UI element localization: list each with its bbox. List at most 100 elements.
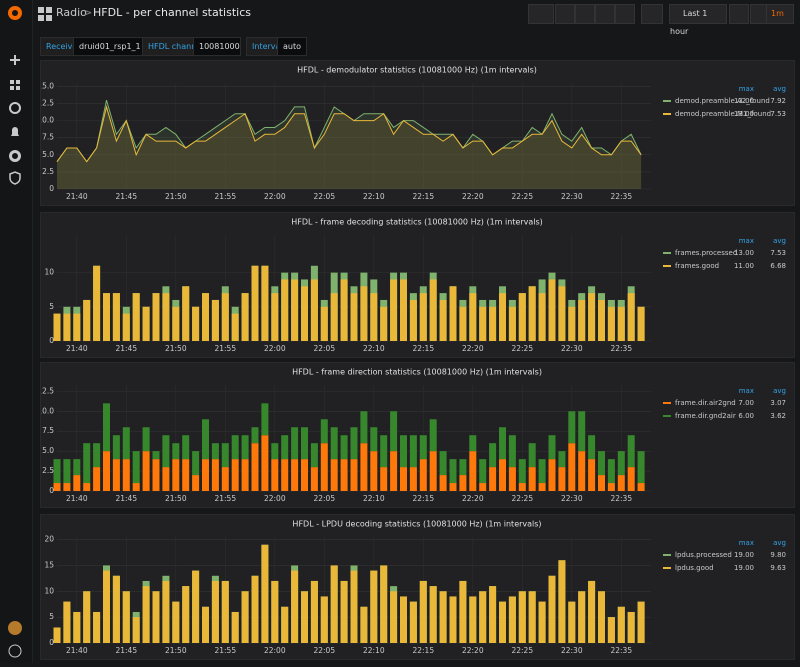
star-button[interactable] <box>555 4 575 24</box>
time-picker[interactable]: Last 1 hour <box>669 4 727 36</box>
bar <box>301 427 308 460</box>
config-icon[interactable] <box>9 150 21 162</box>
y-tick-label: 5.0 <box>42 150 54 159</box>
x-tick-label: 22:00 <box>264 494 286 503</box>
bar <box>380 565 388 643</box>
legend-label: frames.good <box>675 262 719 270</box>
bar <box>350 293 358 341</box>
y-tick-label: 15 <box>44 560 54 569</box>
variable-value[interactable]: druid01_rsp1_1 <box>73 37 143 56</box>
bar <box>310 467 318 491</box>
bar <box>281 606 289 643</box>
bar <box>83 443 91 484</box>
y-tick-label: 5 <box>49 302 54 311</box>
bar <box>380 306 388 341</box>
refresh-interval[interactable]: 1m <box>766 4 794 24</box>
x-tick-label: 21:50 <box>165 646 187 655</box>
y-tick-label: 12.5 <box>41 386 54 395</box>
dashboard-title[interactable]: HFDL - per channel statistics <box>93 6 251 19</box>
bar <box>261 403 269 436</box>
x-tick-label: 21:40 <box>66 192 88 201</box>
bar <box>400 279 407 341</box>
bar <box>558 451 566 468</box>
bar <box>241 435 249 460</box>
bar <box>73 475 81 491</box>
legend-header: avg <box>773 387 786 395</box>
x-tick-label: 21:50 <box>165 494 187 503</box>
y-tick-label: 5.0 <box>42 446 54 455</box>
bar <box>241 591 249 643</box>
bar <box>103 570 110 643</box>
x-tick-label: 22:10 <box>363 494 385 503</box>
bar <box>132 483 140 491</box>
bar <box>231 313 239 341</box>
area <box>57 106 642 189</box>
legend-label: lpdus.good <box>675 564 714 572</box>
bar <box>409 467 417 491</box>
bar <box>617 475 625 491</box>
legend-max: 13.00 <box>734 97 754 105</box>
legend-max: 19.00 <box>734 564 754 572</box>
y-tick-label: 7.5 <box>42 426 54 435</box>
panel-chart: HFDL - demodulator statistics (10081000 … <box>37 66 786 202</box>
bar <box>122 459 130 491</box>
bar <box>63 601 71 643</box>
avatar[interactable] <box>8 621 22 635</box>
bar <box>132 617 140 643</box>
bar <box>449 596 457 643</box>
bar <box>568 411 576 444</box>
bar <box>588 435 596 460</box>
bar <box>73 611 81 643</box>
x-tick-label: 22:20 <box>462 192 484 201</box>
panel-title: HFDL - LPDU decoding statistics (1008100… <box>292 520 541 529</box>
bar <box>83 591 91 643</box>
bar <box>459 580 467 643</box>
bar <box>518 483 526 491</box>
bar <box>479 483 487 491</box>
bar <box>221 293 229 341</box>
help-icon[interactable] <box>8 644 22 658</box>
line <box>56 104 642 163</box>
explore-icon[interactable] <box>9 102 21 114</box>
x-tick-label: 22:20 <box>462 494 484 503</box>
variable-value[interactable]: 10081000 <box>193 37 241 56</box>
legend-header: max <box>739 85 754 93</box>
x-tick-label: 22:25 <box>511 494 533 503</box>
variable-value[interactable]: auto <box>277 37 307 56</box>
y-tick-label: 12.5 <box>41 99 54 108</box>
bar <box>83 299 91 341</box>
bar <box>231 435 239 460</box>
x-tick-label: 22:10 <box>363 646 385 655</box>
bar <box>508 467 516 491</box>
bar <box>598 475 605 491</box>
bar <box>370 427 378 452</box>
shield-icon[interactable] <box>9 171 21 185</box>
settings-button[interactable] <box>615 4 635 24</box>
y-tick-label: 0 <box>49 336 54 345</box>
bar <box>172 443 180 460</box>
zoom-out-button[interactable] <box>729 4 749 24</box>
breadcrumb-folder[interactable]: Radio <box>56 6 87 19</box>
add-panel-button[interactable] <box>528 4 554 24</box>
share-button[interactable] <box>575 4 595 24</box>
bar <box>301 591 308 643</box>
bar <box>449 483 457 491</box>
bar <box>340 459 348 491</box>
dashboards-icon[interactable] <box>10 80 20 90</box>
tv-button[interactable] <box>641 4 663 24</box>
alert-icon[interactable] <box>11 127 19 136</box>
bar <box>528 443 536 468</box>
x-tick-label: 22:30 <box>561 646 583 655</box>
x-tick-label: 21:50 <box>165 344 187 353</box>
legend-label: demod.preamble.A2_found <box>675 97 770 105</box>
x-tick-label: 21:55 <box>214 646 236 655</box>
save-button[interactable] <box>595 4 615 24</box>
bar <box>360 443 368 491</box>
add-icon[interactable] <box>10 55 20 65</box>
bar <box>340 580 348 643</box>
bar <box>380 467 388 491</box>
bar <box>518 591 526 643</box>
legend-avg: 7.53 <box>770 110 786 118</box>
bar <box>489 443 497 468</box>
bar <box>142 451 150 491</box>
